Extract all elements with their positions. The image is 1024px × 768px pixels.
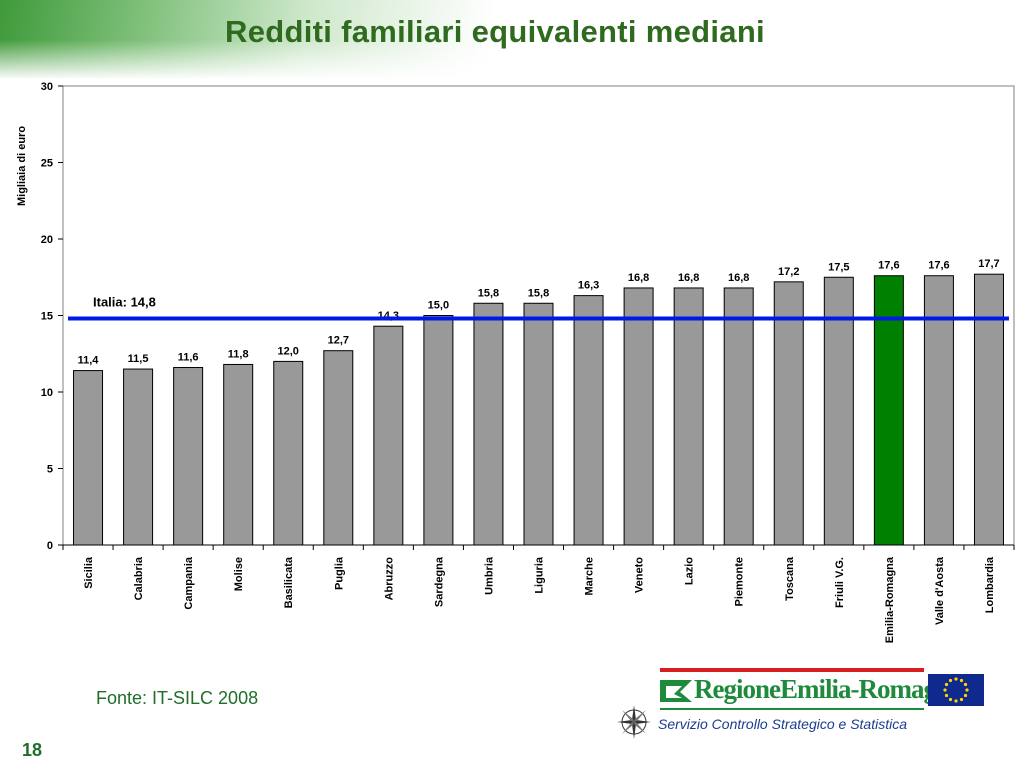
bar xyxy=(723,287,754,546)
x-tick-label: Campania xyxy=(183,556,195,609)
x-tick-label: Emilia-Romagna xyxy=(884,556,896,643)
slide-title: Redditi familiari equivalenti mediani xyxy=(225,14,765,49)
data-label: 16,8 xyxy=(728,272,749,284)
bar xyxy=(123,368,154,546)
bar xyxy=(623,287,654,546)
bar xyxy=(823,276,854,546)
bar xyxy=(973,273,1004,546)
x-tick-label: Puglia xyxy=(333,556,345,590)
x-tick-label: Veneto xyxy=(634,557,646,593)
bar xyxy=(923,275,954,546)
data-label: 11,5 xyxy=(128,353,149,365)
source-note: Fonte: IT-SILC 2008 xyxy=(96,688,259,708)
x-tick-label: Piemonte xyxy=(734,557,746,607)
logo-green-line xyxy=(660,708,924,710)
data-label: 11,6 xyxy=(178,352,199,364)
x-tick-label: Abruzzo xyxy=(383,557,395,601)
x-tick-label: Lazio xyxy=(684,557,696,585)
data-label: 16,3 xyxy=(578,280,599,292)
data-label: 12,0 xyxy=(278,345,299,357)
bar xyxy=(473,302,504,546)
y-tick-label: 5 xyxy=(47,464,53,476)
data-label: 17,2 xyxy=(778,266,799,278)
bar xyxy=(573,295,604,546)
data-label: 16,8 xyxy=(628,272,649,284)
bar-chart: 0 5 10 15 20 25 30 Migliaia di euro 11,4 Sicilia 1… xyxy=(16,81,1015,643)
bar xyxy=(873,275,904,546)
bar xyxy=(73,370,104,546)
y-axis-label: Migliaia di euro xyxy=(16,126,28,206)
x-tick-label: Friuli V.G. xyxy=(834,557,846,608)
y-tick-label: 10 xyxy=(41,387,53,399)
regione-emblem-icon xyxy=(660,680,692,702)
reference-line-label: Italia: 14,8 xyxy=(93,295,156,310)
bar xyxy=(423,315,454,546)
bar xyxy=(273,360,304,546)
data-label: 17,6 xyxy=(928,260,949,272)
data-label: 17,7 xyxy=(978,258,999,270)
y-tick-label: 0 xyxy=(47,540,53,552)
y-tick-label: 15 xyxy=(41,311,53,323)
data-label: 15,0 xyxy=(428,300,449,312)
y-tick-label: 20 xyxy=(41,234,53,246)
x-tick-label: Toscana xyxy=(784,556,796,601)
bar xyxy=(673,287,704,546)
x-tick-label: Sardegna xyxy=(433,556,445,607)
data-label: 15,8 xyxy=(528,287,549,299)
bar xyxy=(523,302,554,546)
service-name: Servizio Controllo Strategico e Statisti… xyxy=(658,716,907,732)
data-label: 12,7 xyxy=(328,335,349,347)
data-label: 17,6 xyxy=(878,260,899,272)
x-tick-label: Calabria xyxy=(133,556,145,600)
x-tick-label: Lombardia xyxy=(984,556,996,613)
x-tick-label: Umbria xyxy=(483,556,495,595)
eu-flag-icon xyxy=(928,674,984,706)
header-banner-fade xyxy=(0,40,1024,80)
data-label: 11,8 xyxy=(228,348,249,360)
page-number: 18 xyxy=(22,740,43,760)
y-tick-label: 25 xyxy=(41,158,53,170)
x-tick-label: Sicilia xyxy=(83,556,95,589)
x-tick-label: Marche xyxy=(584,557,596,596)
bar xyxy=(773,281,804,546)
data-label: 15,8 xyxy=(478,287,499,299)
x-tick-label: Molise xyxy=(233,557,245,591)
compass-rose-icon xyxy=(617,705,651,739)
x-tick-label: Basilicata xyxy=(283,556,295,608)
bar xyxy=(323,350,354,546)
y-tick-label: 30 xyxy=(41,81,53,93)
data-label: 16,8 xyxy=(678,272,699,284)
bar xyxy=(223,363,254,546)
regione-name: RegioneEmilia-Romagna xyxy=(694,674,963,704)
x-tick-label: Valle d'Aosta xyxy=(934,556,946,625)
data-label: 11,4 xyxy=(78,355,100,367)
data-label: 17,5 xyxy=(828,261,849,273)
regione-logo: RegioneEmilia-Romagna Servizio Controllo… xyxy=(610,668,1010,739)
x-tick-label: Liguria xyxy=(534,556,546,594)
bar xyxy=(373,325,404,546)
logo-red-line xyxy=(660,668,924,672)
bar xyxy=(173,367,204,546)
